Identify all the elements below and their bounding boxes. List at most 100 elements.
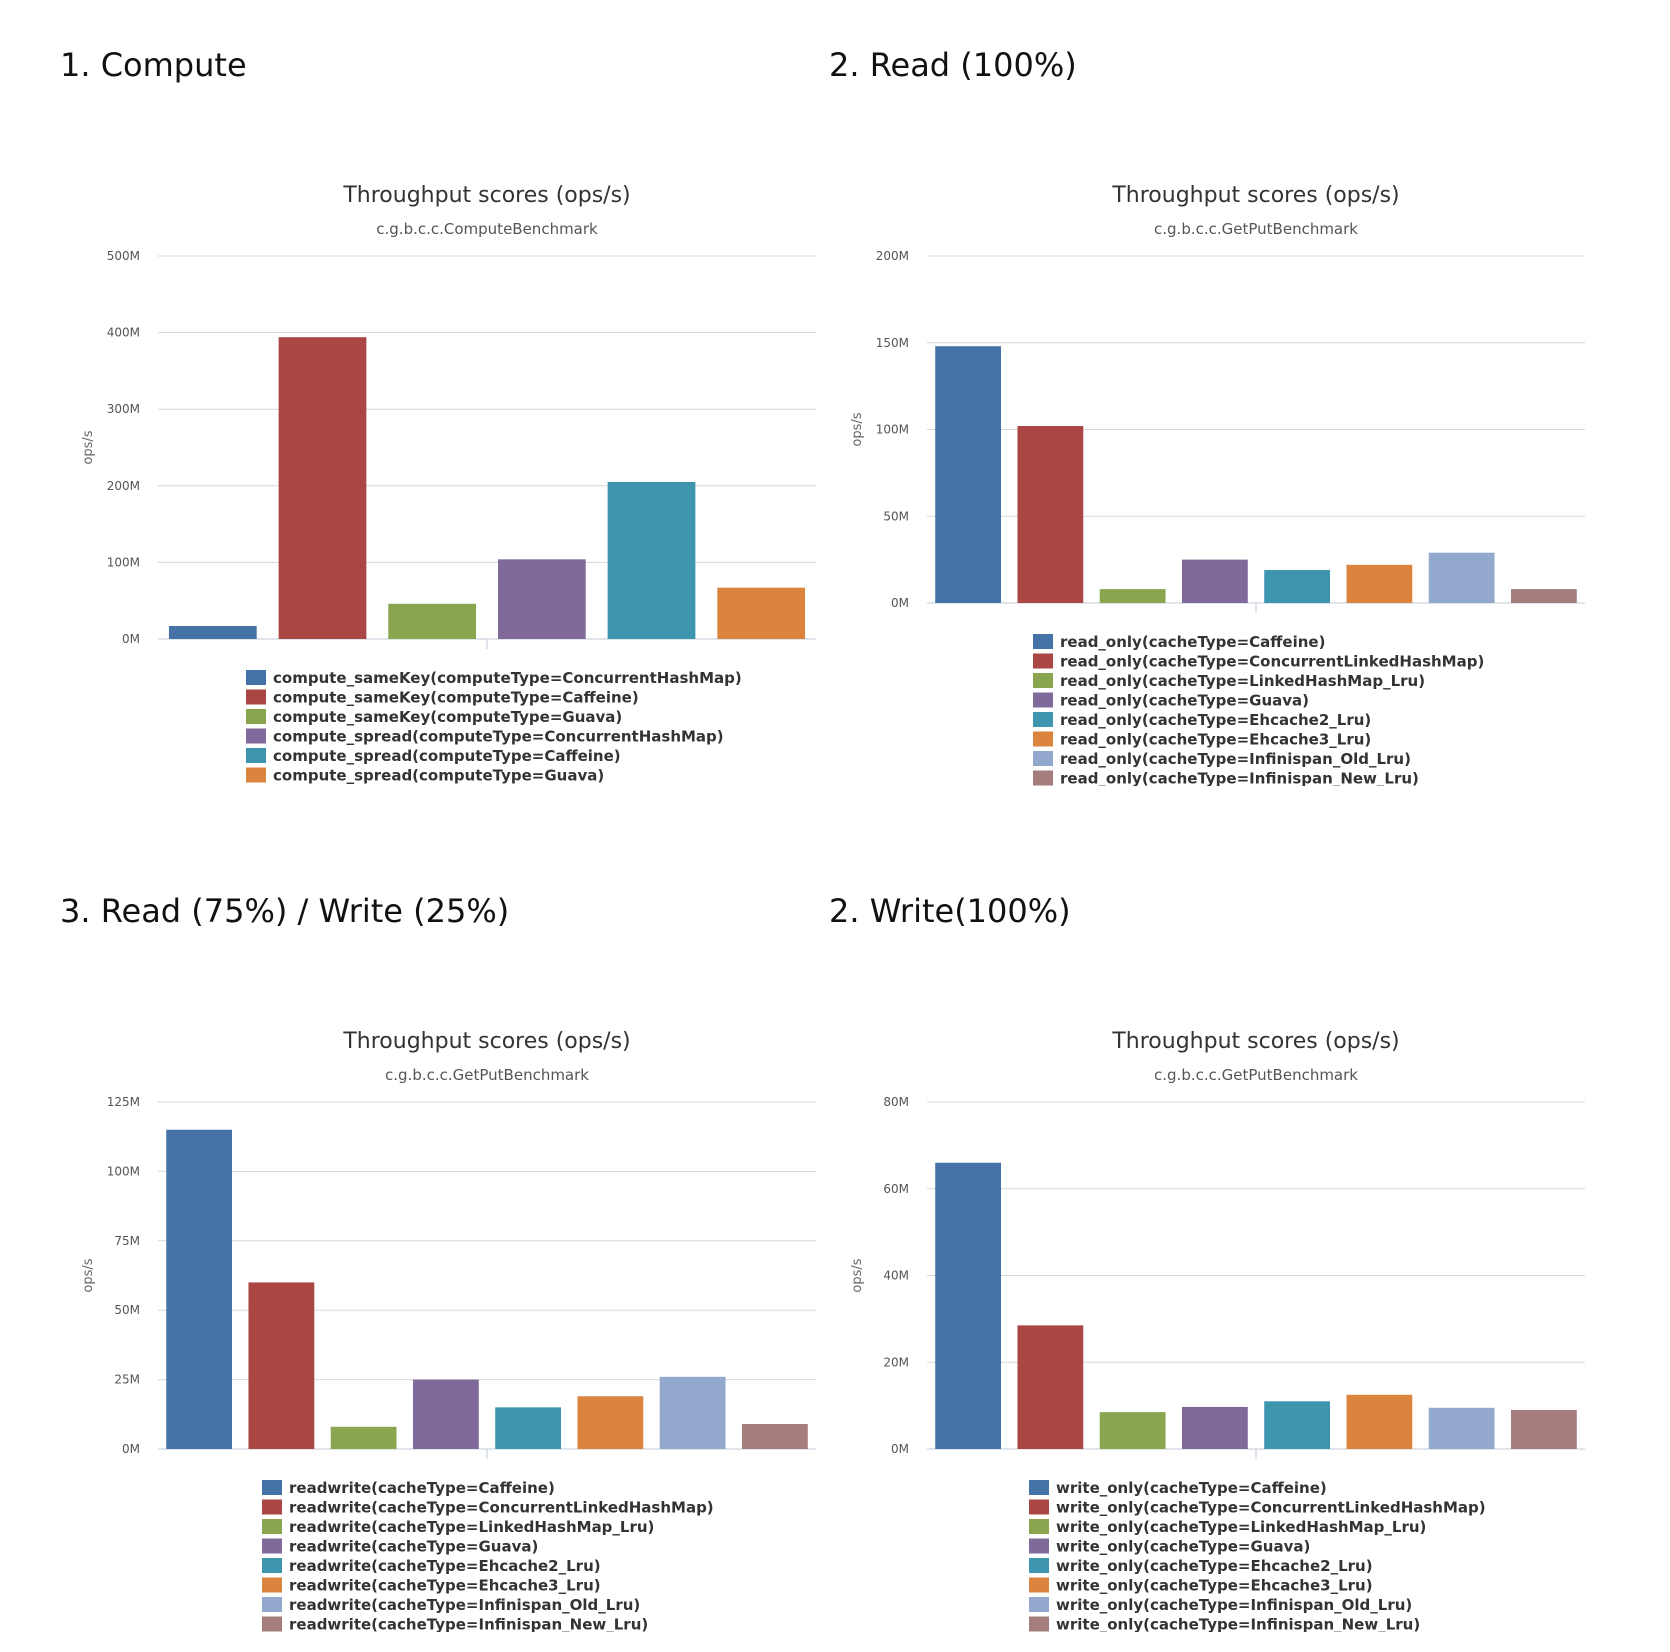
bar[interactable] bbox=[1181, 1406, 1248, 1449]
bar[interactable] bbox=[935, 1162, 1002, 1449]
bar[interactable] bbox=[388, 603, 477, 639]
legend-item[interactable]: readwrite(cacheType=Caffeine) bbox=[262, 1479, 555, 1497]
bar[interactable] bbox=[1346, 1394, 1413, 1449]
legend-item[interactable]: write_only(cacheType=Ehcache3_Lru) bbox=[1029, 1577, 1373, 1595]
bar[interactable] bbox=[577, 1396, 644, 1449]
bar[interactable] bbox=[168, 625, 257, 639]
legend-item[interactable]: read_only(cacheType=LinkedHashMap_Lru) bbox=[1033, 672, 1425, 690]
legend-label: read_only(cacheType=LinkedHashMap_Lru) bbox=[1060, 672, 1425, 690]
legend-swatch bbox=[246, 670, 266, 685]
legend-swatch bbox=[246, 689, 266, 705]
legend-label: readwrite(cacheType=ConcurrentLinkedHash… bbox=[289, 1499, 714, 1517]
y-tick-label: 200M bbox=[107, 479, 140, 493]
panel-heading: 2. Write(100%) bbox=[829, 892, 1071, 930]
bar[interactable] bbox=[1510, 589, 1577, 603]
legend-item[interactable]: readwrite(cacheType=Infinispan_New_Lru) bbox=[262, 1616, 648, 1633]
legend-swatch bbox=[246, 728, 266, 744]
bar[interactable] bbox=[1346, 564, 1413, 603]
legend-item[interactable]: read_only(cacheType=Infinispan_Old_Lru) bbox=[1033, 750, 1411, 768]
bar[interactable] bbox=[1181, 559, 1248, 603]
legend-label: compute_spread(computeType=Guava) bbox=[273, 767, 604, 785]
bar[interactable] bbox=[166, 1129, 233, 1449]
legend-item[interactable]: write_only(cacheType=ConcurrentLinkedHas… bbox=[1029, 1499, 1486, 1517]
legend-item[interactable]: compute_spread(computeType=ConcurrentHas… bbox=[246, 728, 724, 746]
legend-label: write_only(cacheType=ConcurrentLinkedHas… bbox=[1056, 1499, 1486, 1517]
legend-label: readwrite(cacheType=LinkedHashMap_Lru) bbox=[289, 1518, 654, 1536]
y-tick-label: 0M bbox=[891, 1442, 909, 1456]
legend-item[interactable]: compute_spread(computeType=Caffeine) bbox=[246, 747, 621, 765]
panel-heading: 1. Compute bbox=[60, 46, 247, 84]
legend-label: compute_sameKey(computeType=Guava) bbox=[273, 708, 622, 726]
legend-item[interactable]: write_only(cacheType=LinkedHashMap_Lru) bbox=[1029, 1518, 1426, 1536]
legend-swatch bbox=[1033, 751, 1053, 766]
bar[interactable] bbox=[1428, 1407, 1495, 1449]
legend-swatch bbox=[262, 1480, 282, 1495]
legend-item[interactable]: readwrite(cacheType=LinkedHashMap_Lru) bbox=[262, 1518, 654, 1536]
bar[interactable] bbox=[248, 1282, 315, 1449]
legend-item[interactable]: compute_sameKey(computeType=Caffeine) bbox=[246, 689, 639, 707]
legend-item[interactable]: readwrite(cacheType=ConcurrentLinkedHash… bbox=[262, 1499, 714, 1517]
bar-chart: Throughput scores (ops/s) c.g.b.c.c.GetPu… bbox=[850, 183, 1585, 787]
bar[interactable] bbox=[330, 1426, 397, 1449]
legend-item[interactable]: read_only(cacheType=ConcurrentLinkedHash… bbox=[1033, 653, 1484, 671]
legend-swatch bbox=[262, 1538, 282, 1554]
legend-item[interactable]: readwrite(cacheType=Ehcache2_Lru) bbox=[262, 1557, 601, 1575]
y-tick-label: 60M bbox=[883, 1182, 909, 1196]
chart-title: Throughput scores (ops/s) bbox=[342, 1029, 630, 1054]
legend-swatch bbox=[262, 1519, 282, 1534]
legend-label: readwrite(cacheType=Infinispan_New_Lru) bbox=[289, 1616, 648, 1633]
y-tick-label: 200M bbox=[876, 249, 909, 263]
y-tick-label: 150M bbox=[876, 336, 909, 350]
legend-item[interactable]: read_only(cacheType=Ehcache2_Lru) bbox=[1033, 711, 1371, 729]
legend-item[interactable]: compute_sameKey(computeType=Guava) bbox=[246, 708, 622, 726]
legend-swatch bbox=[1029, 1577, 1049, 1593]
y-axis-label: ops/s bbox=[850, 412, 865, 446]
bar[interactable] bbox=[1099, 589, 1166, 603]
chart-subtitle: c.g.b.c.c.ComputeBenchmark bbox=[376, 220, 598, 238]
legend-item[interactable]: write_only(cacheType=Guava) bbox=[1029, 1538, 1310, 1556]
legend-item[interactable]: read_only(cacheType=Infinispan_New_Lru) bbox=[1033, 770, 1419, 787]
bar[interactable] bbox=[741, 1424, 808, 1449]
legend-item[interactable]: readwrite(cacheType=Guava) bbox=[262, 1538, 538, 1556]
legend-label: readwrite(cacheType=Ehcache3_Lru) bbox=[289, 1577, 601, 1595]
legend-item[interactable]: readwrite(cacheType=Infinispan_Old_Lru) bbox=[262, 1596, 640, 1614]
legend-item[interactable]: write_only(cacheType=Infinispan_Old_Lru) bbox=[1029, 1596, 1412, 1614]
legend-swatch bbox=[262, 1597, 282, 1612]
y-tick-label: 500M bbox=[107, 249, 140, 263]
legend-item[interactable]: write_only(cacheType=Caffeine) bbox=[1029, 1479, 1327, 1497]
legend-item[interactable]: compute_sameKey(computeType=ConcurrentHa… bbox=[246, 669, 742, 687]
bar[interactable] bbox=[659, 1376, 726, 1449]
legend-item[interactable]: write_only(cacheType=Ehcache2_Lru) bbox=[1029, 1557, 1373, 1575]
bar[interactable] bbox=[1428, 552, 1495, 603]
bar[interactable] bbox=[935, 346, 1002, 603]
y-tick-label: 100M bbox=[876, 423, 909, 437]
bar[interactable] bbox=[1017, 426, 1084, 603]
legend-item[interactable]: compute_spread(computeType=Guava) bbox=[246, 767, 604, 785]
legend-swatch bbox=[1029, 1480, 1049, 1495]
bar[interactable] bbox=[1510, 1409, 1577, 1449]
bar[interactable] bbox=[1264, 1401, 1331, 1449]
y-tick-label: 20M bbox=[883, 1355, 909, 1369]
chart-subtitle: c.g.b.c.c.GetPutBenchmark bbox=[385, 1066, 589, 1084]
bar[interactable] bbox=[495, 1407, 562, 1449]
bar[interactable] bbox=[1264, 570, 1331, 603]
legend-item[interactable]: read_only(cacheType=Guava) bbox=[1033, 692, 1309, 710]
legend-item[interactable]: read_only(cacheType=Ehcache3_Lru) bbox=[1033, 731, 1371, 749]
bar[interactable] bbox=[412, 1379, 479, 1449]
legend-swatch bbox=[1033, 770, 1053, 786]
legend-item[interactable]: read_only(cacheType=Caffeine) bbox=[1033, 633, 1325, 651]
bar[interactable] bbox=[1099, 1412, 1166, 1449]
bar[interactable] bbox=[717, 587, 806, 639]
panel-readwrite: 3. Read (75%) / Write (25%) Throughput s… bbox=[60, 892, 840, 1652]
bar[interactable] bbox=[1017, 1325, 1084, 1449]
legend-swatch bbox=[1029, 1499, 1049, 1515]
legend-item[interactable]: write_only(cacheType=Infinispan_New_Lru) bbox=[1029, 1616, 1420, 1633]
y-tick-label: 0M bbox=[122, 1442, 140, 1456]
bar[interactable] bbox=[278, 337, 367, 639]
legend-label: readwrite(cacheType=Ehcache2_Lru) bbox=[289, 1557, 601, 1575]
legend-item[interactable]: readwrite(cacheType=Ehcache3_Lru) bbox=[262, 1577, 601, 1595]
bar[interactable] bbox=[497, 559, 586, 639]
bar[interactable] bbox=[607, 481, 696, 639]
chart-subtitle: c.g.b.c.c.GetPutBenchmark bbox=[1154, 220, 1358, 238]
y-tick-label: 50M bbox=[883, 509, 909, 523]
